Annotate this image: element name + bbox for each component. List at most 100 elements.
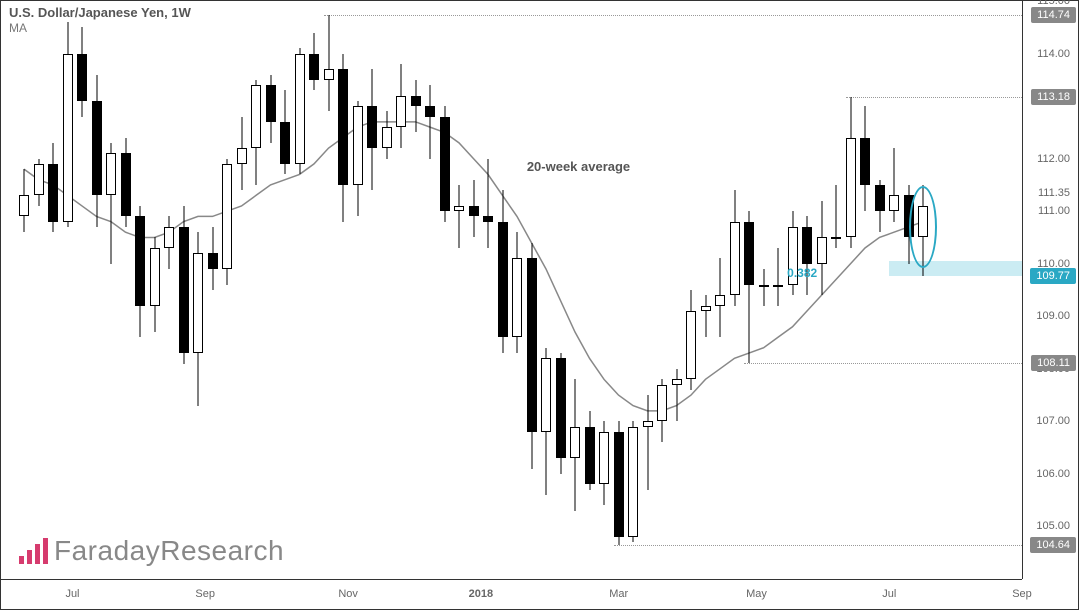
candle-body: [846, 138, 856, 238]
candle[interactable]: [686, 1, 696, 579]
y-tick: 105.00: [1036, 520, 1070, 532]
candle[interactable]: [396, 1, 406, 579]
candle[interactable]: [425, 1, 435, 579]
candle[interactable]: [744, 1, 754, 579]
candle[interactable]: [266, 1, 276, 579]
price-label: 109.77: [1030, 268, 1076, 284]
candle[interactable]: [251, 1, 261, 579]
candle[interactable]: [730, 1, 740, 579]
candle[interactable]: [918, 1, 928, 579]
candle[interactable]: [846, 1, 856, 579]
candle[interactable]: [353, 1, 363, 579]
candle[interactable]: [92, 1, 102, 579]
candle-body: [512, 258, 522, 337]
candle[interactable]: [179, 1, 189, 579]
candle[interactable]: [63, 1, 73, 579]
candle[interactable]: [498, 1, 508, 579]
candle[interactable]: [614, 1, 624, 579]
candle[interactable]: [309, 1, 319, 579]
candle[interactable]: [541, 1, 551, 579]
plot-area[interactable]: 20-week average0.382: [1, 1, 1022, 579]
price-label: 108.11: [1031, 355, 1076, 371]
candle[interactable]: [106, 1, 116, 579]
candle[interactable]: [382, 1, 392, 579]
candle[interactable]: [831, 1, 841, 579]
watermark: FaradayResearch: [19, 535, 284, 567]
candle[interactable]: [889, 1, 899, 579]
candle[interactable]: [788, 1, 798, 579]
candle[interactable]: [77, 1, 87, 579]
candle[interactable]: [643, 1, 653, 579]
candle[interactable]: [222, 1, 232, 579]
candle[interactable]: [657, 1, 667, 579]
candle-wick: [430, 85, 431, 159]
candle-body: [672, 379, 682, 384]
candle-body: [92, 101, 102, 196]
candle-body: [817, 237, 827, 263]
chart-title: U.S. Dollar/Japanese Yen, 1W MA: [9, 5, 191, 35]
candle[interactable]: [585, 1, 595, 579]
y-axis: 105.00106.00107.00108.00109.00110.00111.…: [1022, 1, 1078, 579]
price-label: 114.74: [1031, 7, 1076, 23]
candle-wick: [459, 185, 460, 248]
candle-body: [469, 206, 479, 217]
candle[interactable]: [672, 1, 682, 579]
candle-body: [222, 164, 232, 269]
candle[interactable]: [527, 1, 537, 579]
ma-label: 20-week average: [527, 159, 630, 174]
candle[interactable]: [817, 1, 827, 579]
candle-body: [831, 237, 841, 239]
candle[interactable]: [802, 1, 812, 579]
x-tick: Sep: [1012, 588, 1032, 600]
x-axis: JulSepNov2018MarMayJulSep: [1, 579, 1022, 609]
candle[interactable]: [570, 1, 580, 579]
candle-body: [338, 69, 348, 185]
price-label: 104.64: [1030, 537, 1076, 553]
candle-body: [585, 427, 595, 485]
candle[interactable]: [280, 1, 290, 579]
candle[interactable]: [715, 1, 725, 579]
candle[interactable]: [19, 1, 29, 579]
candle[interactable]: [411, 1, 421, 579]
candle[interactable]: [759, 1, 769, 579]
candle[interactable]: [483, 1, 493, 579]
candle[interactable]: [121, 1, 131, 579]
candle[interactable]: [324, 1, 334, 579]
candle-body: [440, 117, 450, 212]
candle-body: [802, 227, 812, 264]
candle[interactable]: [469, 1, 479, 579]
candle[interactable]: [164, 1, 174, 579]
candle[interactable]: [512, 1, 522, 579]
candle[interactable]: [48, 1, 58, 579]
candle-body: [425, 106, 435, 117]
candle-body: [614, 432, 624, 537]
candle-body: [860, 138, 870, 185]
candle[interactable]: [701, 1, 711, 579]
candle[interactable]: [860, 1, 870, 579]
candle[interactable]: [295, 1, 305, 579]
candle-body: [527, 258, 537, 431]
candle-body: [208, 253, 218, 269]
candle-body: [295, 54, 305, 164]
candle[interactable]: [904, 1, 914, 579]
candle[interactable]: [193, 1, 203, 579]
candle-body: [686, 311, 696, 379]
candle[interactable]: [367, 1, 377, 579]
candle[interactable]: [440, 1, 450, 579]
candle[interactable]: [338, 1, 348, 579]
candle[interactable]: [556, 1, 566, 579]
candle[interactable]: [150, 1, 160, 579]
candle[interactable]: [875, 1, 885, 579]
candle[interactable]: [135, 1, 145, 579]
candle[interactable]: [628, 1, 638, 579]
candle-body: [628, 427, 638, 537]
candle[interactable]: [599, 1, 609, 579]
candle[interactable]: [454, 1, 464, 579]
candle[interactable]: [208, 1, 218, 579]
candle[interactable]: [34, 1, 44, 579]
candle-body: [918, 206, 928, 238]
candle-body: [759, 285, 769, 287]
candle[interactable]: [773, 1, 783, 579]
candle[interactable]: [237, 1, 247, 579]
candle-body: [570, 427, 580, 459]
